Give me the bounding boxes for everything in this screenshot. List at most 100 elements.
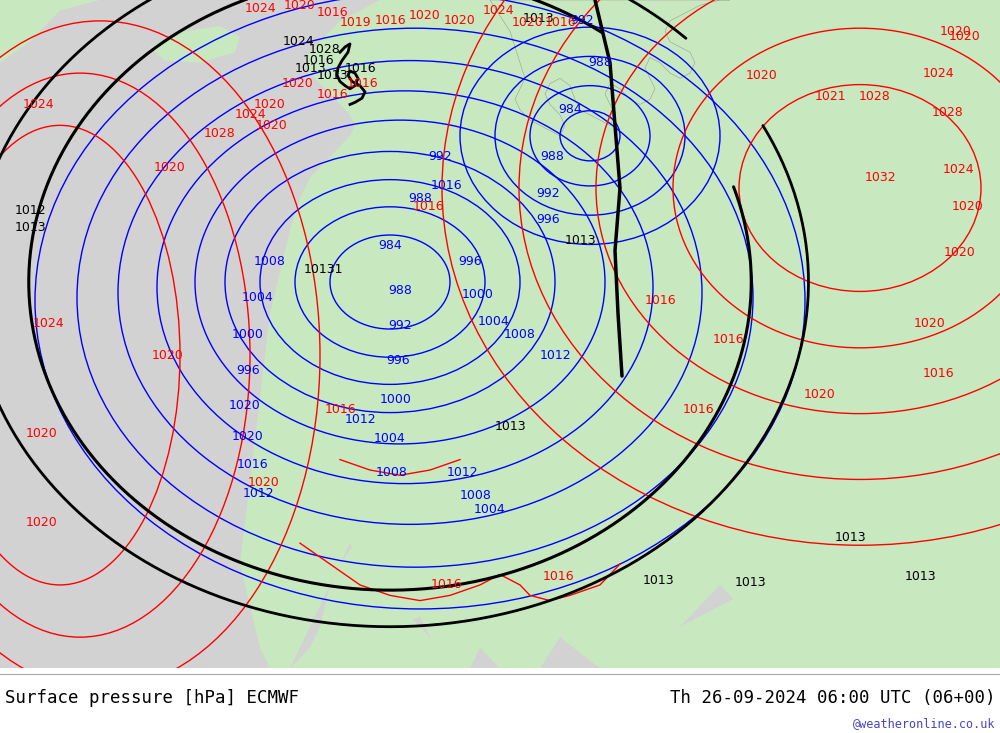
Text: 1020: 1020 [229,399,261,412]
Text: 1012: 1012 [446,465,478,479]
Text: 1020: 1020 [914,317,946,331]
Text: 1016: 1016 [430,578,462,592]
Text: 984: 984 [558,103,582,116]
Text: 1020: 1020 [26,516,58,528]
Text: 1024: 1024 [922,67,954,80]
Text: 1020: 1020 [746,69,778,81]
Text: 992: 992 [536,187,560,199]
Text: 1013: 1013 [294,62,326,75]
Text: 996: 996 [458,254,482,268]
Text: 1020: 1020 [254,98,286,111]
Text: 1013: 1013 [642,574,674,587]
Text: 1000: 1000 [380,392,412,405]
Text: 1020: 1020 [409,10,441,22]
Text: 1028: 1028 [309,43,341,56]
Text: 1020: 1020 [154,161,186,174]
Text: 1008: 1008 [376,465,408,479]
Text: 1024: 1024 [482,4,514,17]
Text: 1016: 1016 [430,180,462,193]
Polygon shape [390,84,435,125]
Polygon shape [375,115,392,136]
Text: Surface pressure [hPa] ECMWF: Surface pressure [hPa] ECMWF [5,688,299,707]
Text: 1012: 1012 [539,349,571,361]
Text: 988: 988 [588,56,612,69]
Text: 1021: 1021 [814,89,846,103]
Text: 1016: 1016 [644,295,676,307]
Text: 1013: 1013 [564,234,596,247]
Text: 1016: 1016 [302,54,334,67]
Text: 1020: 1020 [940,25,972,38]
Text: 1024: 1024 [32,317,64,331]
Text: 1000: 1000 [462,288,494,301]
Polygon shape [290,543,460,668]
Text: 1016: 1016 [544,16,576,29]
Text: 1008: 1008 [504,328,536,341]
Text: 1016: 1016 [374,15,406,27]
Polygon shape [490,0,730,136]
Text: 1016: 1016 [324,403,356,416]
Text: 1016: 1016 [316,6,348,19]
Text: 1020: 1020 [284,0,316,12]
Text: 996: 996 [386,354,410,366]
Text: 1013: 1013 [522,12,554,26]
Text: 1028: 1028 [859,89,891,103]
Text: 1008: 1008 [254,254,286,268]
Polygon shape [0,0,1000,668]
Text: 1020: 1020 [444,15,476,27]
Text: 1012: 1012 [344,413,376,427]
Text: 1013: 1013 [14,221,46,235]
Text: 1016: 1016 [344,62,376,75]
Text: 988: 988 [408,192,432,205]
Text: 1028: 1028 [204,128,236,140]
Polygon shape [290,0,1000,481]
Text: 1013: 1013 [834,531,866,545]
Text: 1004: 1004 [478,315,510,328]
Text: 1013: 1013 [494,420,526,432]
Text: 1016: 1016 [682,403,714,416]
Text: 1013: 1013 [734,576,766,589]
Text: 992: 992 [570,15,594,27]
Text: 1020: 1020 [949,30,981,43]
Text: 1020: 1020 [804,388,836,402]
Polygon shape [240,0,1000,668]
Text: 1024: 1024 [942,163,974,176]
Text: 1016: 1016 [542,570,574,583]
Text: 1004: 1004 [374,432,406,445]
Text: 1004: 1004 [474,504,506,516]
Text: 1020: 1020 [282,77,314,90]
Text: 1012: 1012 [14,205,46,218]
Text: 1012: 1012 [242,487,274,499]
Text: 992: 992 [428,150,452,163]
Text: 992: 992 [388,320,412,332]
Text: 1024: 1024 [282,35,314,48]
Text: 1020: 1020 [256,119,288,132]
Text: 1013: 1013 [904,570,936,583]
Text: 1020: 1020 [152,349,184,361]
Text: 1008: 1008 [460,489,492,501]
Text: 1024: 1024 [244,2,276,15]
Text: @weatheronline.co.uk: @weatheronline.co.uk [852,717,995,730]
Polygon shape [150,26,240,63]
Text: 10131: 10131 [303,263,343,276]
Text: 996: 996 [536,213,560,226]
Text: 1019: 1019 [339,16,371,29]
Text: 1016: 1016 [346,77,378,90]
Polygon shape [0,0,100,63]
Text: 1020: 1020 [232,430,264,443]
Text: 988: 988 [540,150,564,163]
Text: 1013: 1013 [316,69,348,81]
Text: 1020: 1020 [944,246,976,259]
Text: 1024: 1024 [22,98,54,111]
Text: 1024: 1024 [234,108,266,122]
Text: 1020: 1020 [952,200,984,213]
Text: 1028: 1028 [932,106,964,119]
Text: Th 26-09-2024 06:00 UTC (06+00): Th 26-09-2024 06:00 UTC (06+00) [670,688,995,707]
Text: 1016: 1016 [412,200,444,213]
Text: 1016: 1016 [236,458,268,471]
Text: 1020: 1020 [512,16,544,29]
Text: 996: 996 [236,364,260,377]
Text: 1016: 1016 [922,367,954,380]
Text: 984: 984 [378,239,402,252]
Polygon shape [600,585,860,668]
Text: 988: 988 [388,284,412,297]
